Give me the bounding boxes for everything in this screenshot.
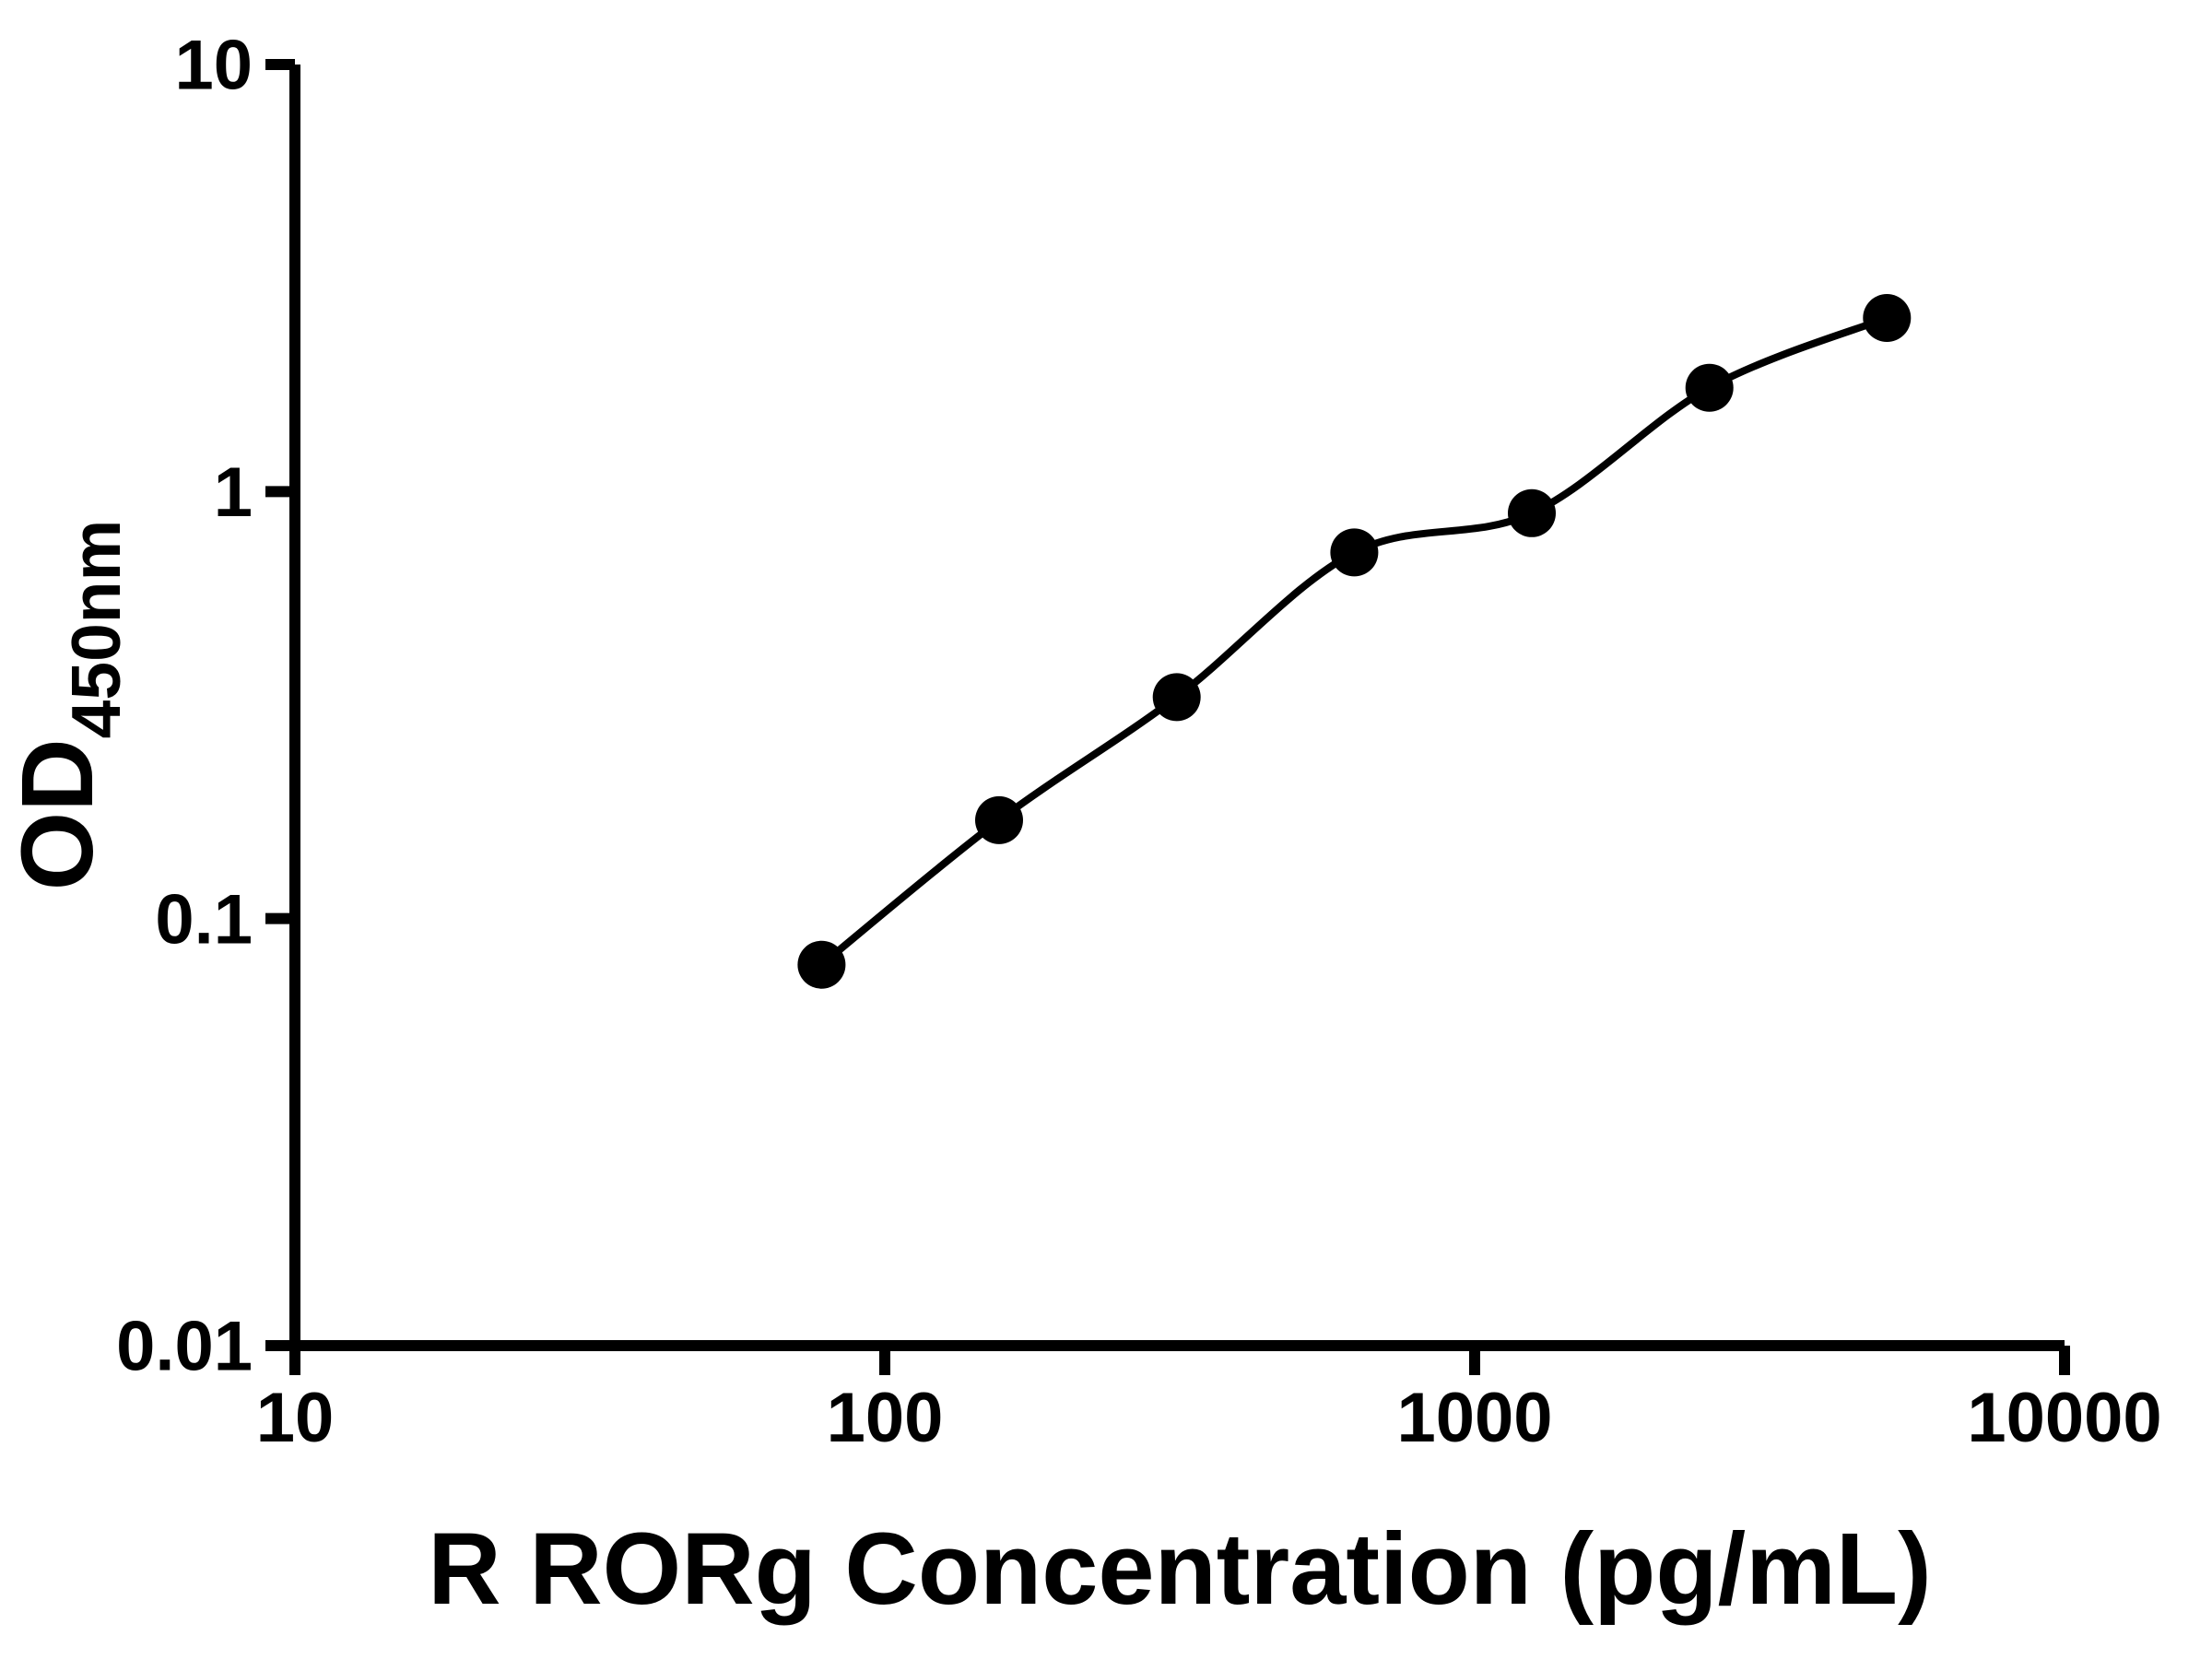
y-tick-label: 0.01 xyxy=(116,1308,253,1386)
data-point xyxy=(1508,488,1556,537)
y-tick-label: 0.1 xyxy=(155,880,253,959)
data-point xyxy=(797,940,846,989)
y-tick-label: 1 xyxy=(214,453,253,532)
y-axis-title-subscript: 450nm xyxy=(57,520,135,739)
x-tick-label: 10000 xyxy=(1967,1379,2161,1457)
x-tick-label: 10 xyxy=(256,1379,335,1457)
data-point xyxy=(1863,294,1912,342)
x-axis-title: R RORg Concentration (pg/mL) xyxy=(428,1512,1932,1626)
x-tick-label: 100 xyxy=(827,1379,944,1457)
fit-curve xyxy=(818,314,1888,968)
data-point xyxy=(1330,528,1379,577)
y-tick-label: 10 xyxy=(174,27,253,105)
data-point xyxy=(975,795,1023,844)
x-tick-label: 1000 xyxy=(1396,1379,1552,1457)
y-axis-title: OD450nm xyxy=(1,520,135,891)
data-point xyxy=(1152,673,1201,722)
data-point xyxy=(1685,363,1734,412)
